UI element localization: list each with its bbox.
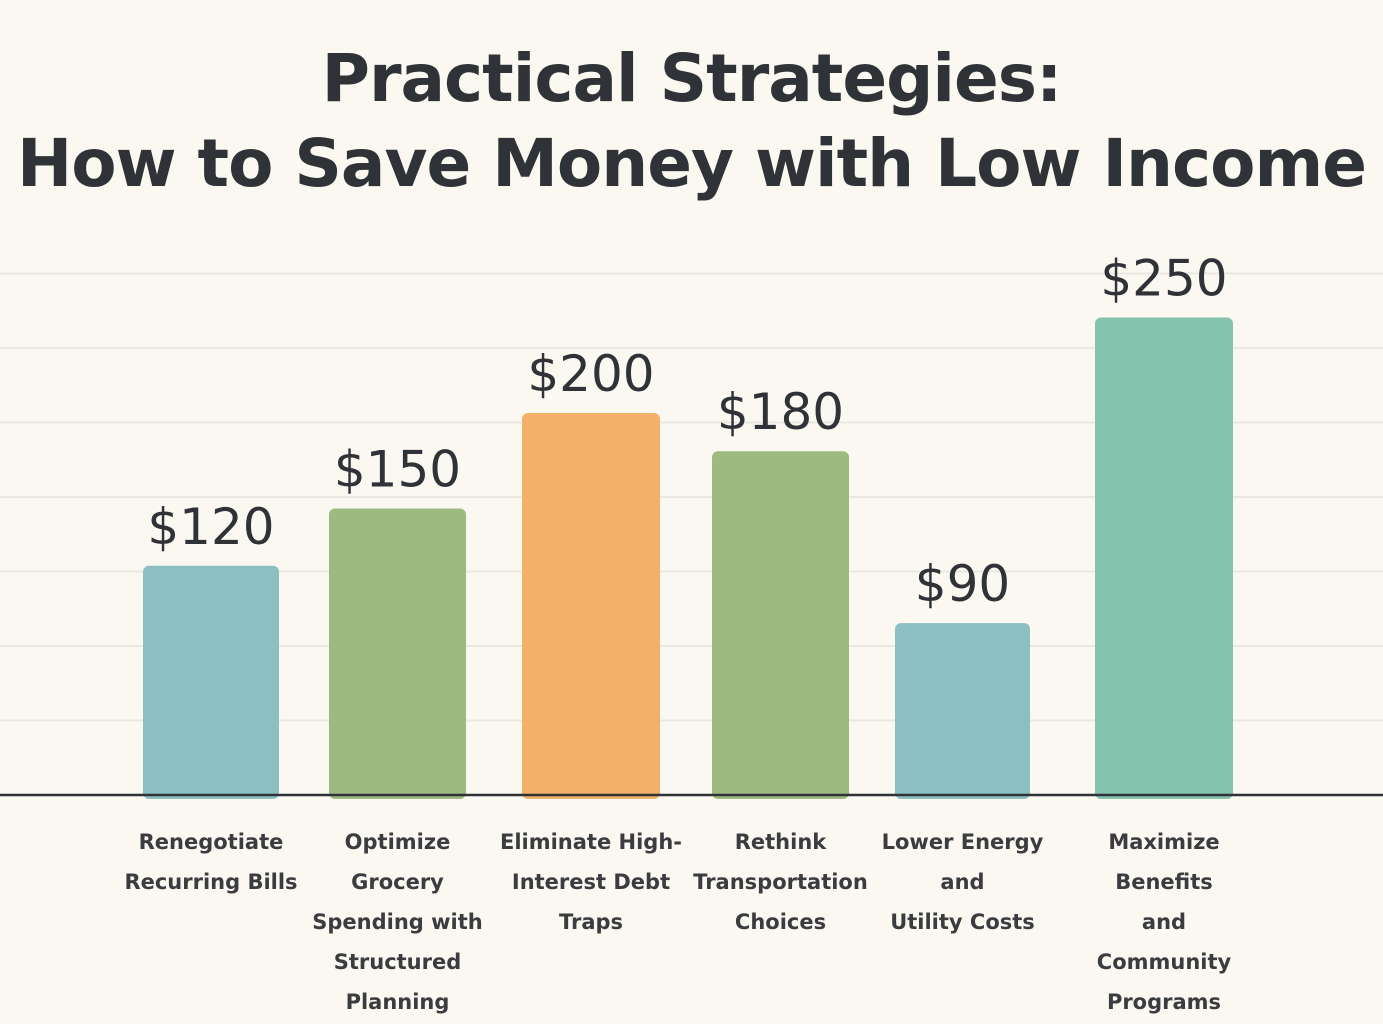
category-label-line: and bbox=[1141, 910, 1187, 934]
category-label-line: Choices bbox=[734, 910, 827, 934]
category-label-line: Maximize Benefits bbox=[1108, 830, 1220, 894]
bar bbox=[1095, 317, 1233, 799]
data-label: $200 bbox=[527, 345, 654, 403]
category-label-line: Interest Debt bbox=[511, 870, 671, 894]
category-label-line: Spending with bbox=[312, 910, 483, 934]
bar bbox=[522, 413, 660, 799]
category-label: Lower Energy and Utility Costs bbox=[863, 822, 1063, 942]
bar bbox=[712, 451, 849, 799]
category-label-line: Recurring Bills bbox=[124, 870, 298, 894]
chart-title-line-1: Practical Strategies: bbox=[321, 40, 1063, 117]
category-label-line: Planning bbox=[345, 990, 450, 1014]
category-label-line: Transportation bbox=[693, 870, 868, 894]
category-label-line: and bbox=[940, 870, 985, 894]
category-label-line: Utility Costs bbox=[890, 910, 1035, 934]
category-label-line: Renegotiate bbox=[138, 830, 284, 854]
data-label: $180 bbox=[717, 383, 844, 441]
category-label-line: Structured bbox=[333, 950, 462, 974]
category-label: Optimize Grocery Spending with Structured P… bbox=[298, 822, 498, 1022]
chart-title-line-2: How to Save Money with Low Income bbox=[16, 125, 1367, 202]
category-label-line: Programs bbox=[1106, 990, 1222, 1014]
category-label-line: Optimize Grocery bbox=[344, 830, 451, 894]
category-label: Renegotiate Recurring Bills bbox=[111, 822, 311, 902]
bar bbox=[143, 565, 279, 799]
data-label: $120 bbox=[147, 498, 274, 556]
category-label-line: Lower Energy bbox=[881, 830, 1044, 854]
bar bbox=[329, 508, 466, 799]
category-label-line: Community bbox=[1096, 950, 1232, 974]
category-label: Rethink Transportation Choices bbox=[681, 822, 881, 942]
category-label: Maximize Benefits and Community Programs bbox=[1064, 822, 1264, 1022]
category-label: Eliminate High- Interest Debt Traps bbox=[491, 822, 691, 942]
data-label: $150 bbox=[334, 441, 461, 499]
category-label-line: Traps bbox=[558, 910, 624, 934]
data-label: $90 bbox=[915, 555, 1010, 613]
category-label-line: Eliminate High- bbox=[499, 830, 682, 854]
bar bbox=[895, 623, 1030, 799]
category-label-line: Rethink bbox=[734, 830, 827, 854]
data-label: $250 bbox=[1100, 250, 1227, 308]
